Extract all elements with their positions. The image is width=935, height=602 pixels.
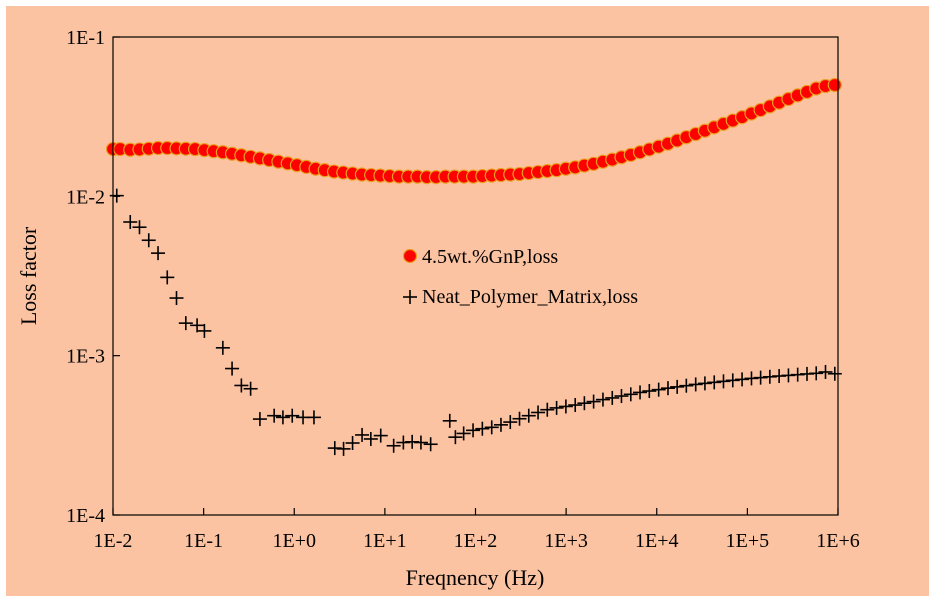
y-tick-label: 1E-1	[66, 27, 105, 49]
neat-polymer-point	[306, 410, 321, 425]
neat-polymer-point	[697, 376, 712, 391]
neat-polymer-point	[243, 381, 258, 396]
legend-marker-neat	[403, 290, 417, 304]
neat-polymer-point	[285, 408, 300, 423]
neat-polymer-point	[355, 427, 370, 442]
neat-polymer-point	[809, 366, 824, 381]
neat-polymer-point	[503, 415, 518, 430]
x-tick-label: 1E-2	[94, 530, 133, 552]
neat-polymer-point	[123, 215, 138, 230]
neat-polymer-point	[614, 389, 629, 404]
neat-polymer-point	[725, 373, 740, 388]
neat-polymer-point	[540, 402, 555, 417]
y-tick-label: 1E-3	[66, 346, 105, 368]
neat-polymer-point	[642, 384, 657, 399]
neat-polymer-point	[735, 372, 750, 387]
neat-polymer-point	[234, 378, 249, 393]
neat-polymer-point	[531, 405, 546, 420]
neat-polymer-point	[670, 379, 685, 394]
neat-polymer-point	[190, 318, 205, 333]
plot-frame	[112, 36, 839, 516]
neat-polymer-point	[386, 438, 401, 453]
neat-polymer-point	[169, 291, 184, 306]
neat-polymer-point	[484, 420, 499, 435]
x-tick-label: 1E+2	[454, 530, 498, 552]
neat-polymer-point	[633, 385, 648, 400]
neat-polymer-point	[160, 270, 175, 285]
neat-polymer-point	[753, 370, 768, 385]
neat-polymer-point	[660, 381, 675, 396]
neat-polymer-point	[568, 398, 583, 413]
series-layer	[105, 77, 842, 456]
y-axis-title: Loss factor	[16, 226, 41, 325]
neat-polymer-point	[512, 411, 527, 426]
neat-polymer-point	[623, 387, 638, 402]
neat-polymer-point	[267, 408, 282, 423]
neat-polymer-point	[521, 408, 536, 423]
neat-polymer-point	[275, 410, 290, 425]
gnp-point	[827, 77, 842, 93]
neat-polymer-point	[423, 437, 438, 452]
neat-polymer-point	[197, 323, 212, 338]
neat-polymer-point	[827, 366, 842, 381]
neat-polymer-point	[252, 412, 267, 427]
x-tick-label: 1E+5	[726, 530, 770, 552]
neat-polymer-point	[215, 340, 230, 355]
neat-polymer-point	[456, 426, 471, 441]
x-tick-label: 1E+1	[363, 530, 407, 552]
x-tick-label: 1E+0	[273, 530, 317, 552]
neat-polymer-point	[178, 316, 193, 331]
legend-label-neat: Neat_Polymer_Matrix,loss	[422, 286, 638, 308]
neat-polymer-point	[818, 364, 833, 379]
x-axis-title: Freqnency (Hz)	[406, 565, 545, 590]
neat-polymer-point	[373, 428, 388, 443]
neat-polymer-point	[413, 435, 428, 450]
legend-marker-gnp	[402, 248, 418, 264]
neat-polymer-point	[225, 361, 240, 376]
neat-polymer-point	[141, 233, 156, 248]
neat-polymer-point	[466, 423, 481, 438]
neat-polymer-point	[363, 431, 378, 446]
neat-polymer-point	[448, 430, 463, 445]
neat-polymer-point	[651, 382, 666, 397]
neat-polymer-point	[707, 375, 722, 390]
neat-polymer-point	[558, 399, 573, 414]
x-tick-label: 1E-1	[184, 530, 223, 552]
plot-area	[113, 37, 838, 515]
neat-polymer-point	[493, 417, 508, 432]
neat-polymer-point	[605, 390, 620, 405]
y-tick-label: 1E-4	[66, 505, 105, 527]
neat-polymer-point	[132, 220, 147, 235]
legend: 4.5wt.%GnP,loss Neat_Polymer_Matrix,loss	[402, 246, 638, 308]
neat-polymer-point	[549, 400, 564, 415]
neat-polymer-point	[345, 436, 360, 451]
y-tick-label: 1E-2	[66, 186, 105, 208]
neat-polymer-point	[475, 421, 490, 436]
neat-polymer-point	[716, 374, 731, 389]
y-tick-labels: 1E-4 1E-3 1E-2 1E-1	[66, 27, 105, 527]
legend-label-gnp: 4.5wt.%GnP,loss	[422, 246, 558, 268]
neat-polymer-point	[151, 246, 166, 261]
neat-polymer-point	[577, 396, 592, 411]
neat-polymer-point	[442, 413, 457, 428]
neat-polymer-point	[586, 394, 601, 409]
neat-polymer-point	[679, 378, 694, 393]
neat-polymer-point	[688, 377, 703, 392]
x-tick-label: 1E+3	[544, 530, 588, 552]
neat-polymer-point	[595, 392, 610, 407]
neat-polymer-point	[109, 188, 124, 203]
x-tick-label: 1E+4	[635, 530, 679, 552]
neat-polymer-point	[336, 441, 351, 456]
x-tick-labels: 1E-2 1E-1 1E+0 1E+1 1E+2 1E+3 1E+4 1E+5 1E+6	[94, 530, 860, 552]
x-tick-label: 1E+6	[816, 530, 860, 552]
